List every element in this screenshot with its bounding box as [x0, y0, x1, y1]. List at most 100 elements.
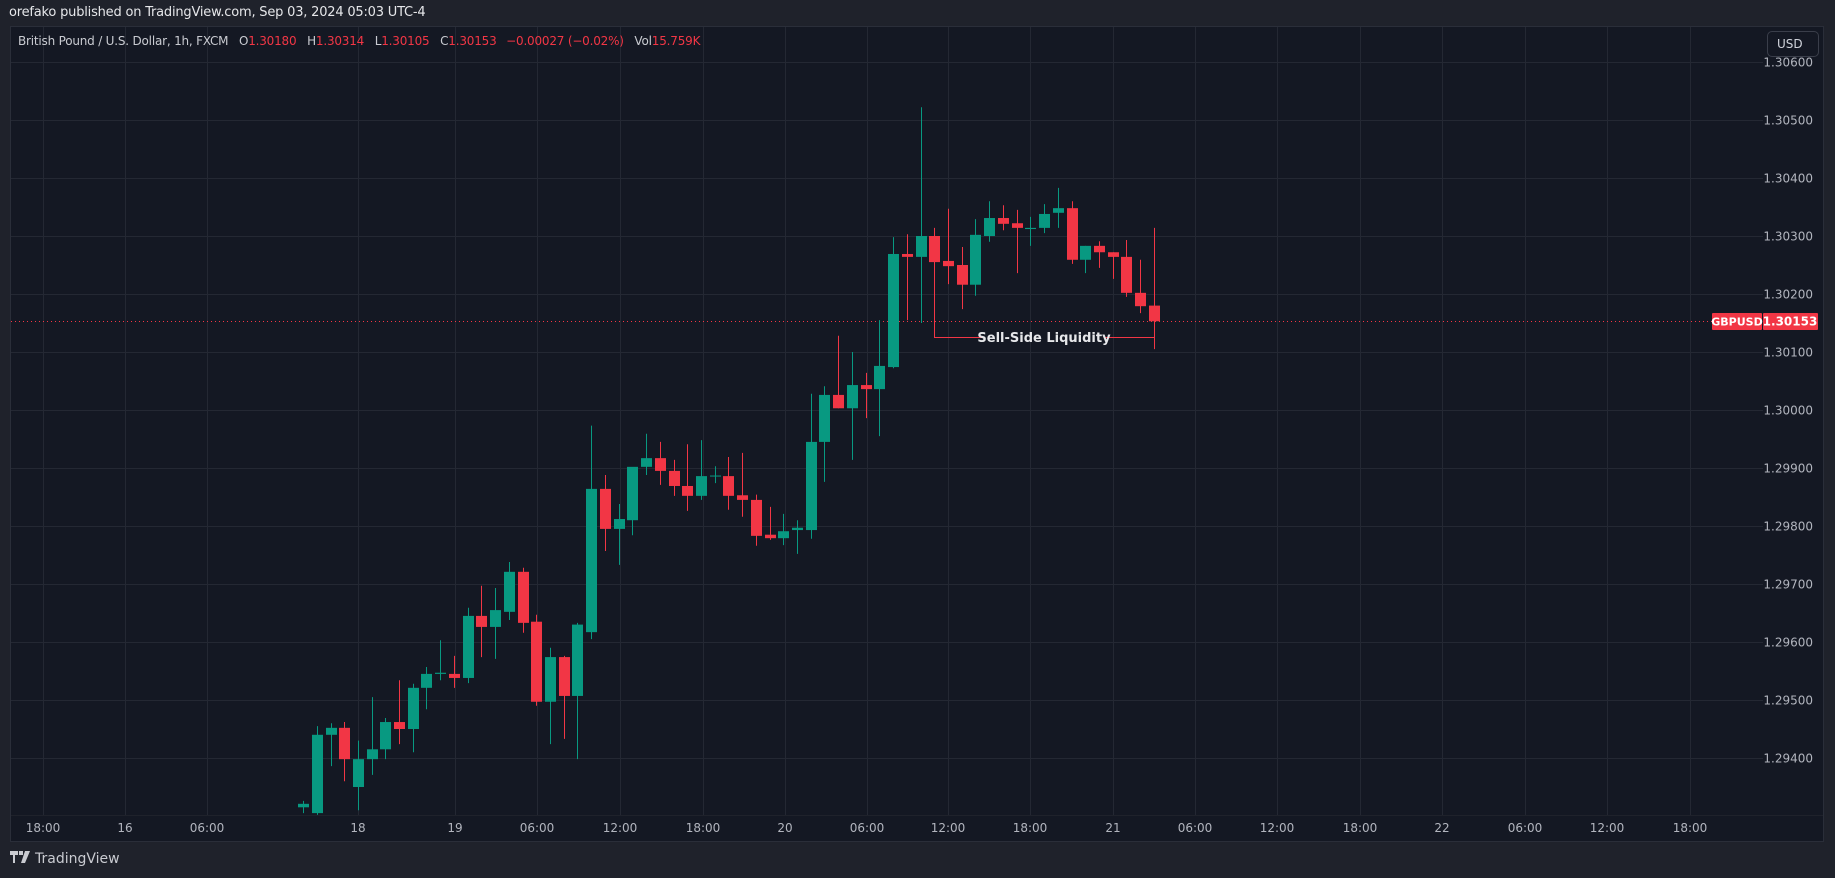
candle-bullish[interactable]: [312, 734, 323, 814]
candle-bearish[interactable]: [737, 495, 748, 500]
candle-bearish[interactable]: [751, 499, 762, 536]
low-label: L: [374, 34, 382, 48]
candle-bullish[interactable]: [627, 466, 638, 521]
candle-bearish[interactable]: [339, 727, 350, 760]
candle-bearish[interactable]: [531, 621, 542, 702]
candle-bearish[interactable]: [518, 571, 529, 623]
candle-bearish[interactable]: [449, 673, 460, 678]
price-axis-label: 1.30300: [1763, 230, 1813, 244]
candle-bearish[interactable]: [1094, 245, 1105, 253]
chart-frame[interactable]: [10, 26, 1824, 842]
candle-bearish[interactable]: [957, 265, 968, 285]
candle-bullish[interactable]: [847, 385, 858, 409]
symbol-description: British Pound / U.S. Dollar, 1h, FXCM: [18, 34, 229, 48]
candle-bearish[interactable]: [600, 488, 611, 529]
candle-bullish[interactable]: [792, 527, 803, 531]
publish-caption: orefako published on TradingView.com, Se…: [9, 5, 426, 20]
candle-bullish[interactable]: [984, 218, 995, 236]
time-axis-label: 18:00: [1343, 821, 1378, 835]
low-value: 1.30105: [381, 34, 430, 48]
time-axis-label: 19: [447, 821, 462, 835]
candle-bullish[interactable]: [421, 673, 432, 688]
candle-bearish[interactable]: [943, 260, 954, 267]
candle-bearish[interactable]: [1012, 223, 1023, 228]
volume-label: Vol: [634, 34, 652, 48]
candle-bearish[interactable]: [655, 458, 666, 471]
candle-bullish[interactable]: [1080, 245, 1091, 260]
candle-bullish[interactable]: [1039, 213, 1050, 228]
time-axis-label: 18: [350, 821, 365, 835]
candle-bullish[interactable]: [874, 365, 885, 390]
time-axis-label: 18:00: [1013, 821, 1048, 835]
candle-bearish[interactable]: [765, 534, 776, 539]
last-price-tag-label: 1.30153: [1763, 315, 1818, 329]
liquidity-label[interactable]: Sell-Side Liquidity: [977, 331, 1111, 346]
time-axis-label: 16: [117, 821, 132, 835]
candle-bearish[interactable]: [476, 615, 487, 627]
candle-bearish[interactable]: [929, 236, 940, 263]
candle-bearish[interactable]: [1108, 252, 1119, 257]
candle-bullish[interactable]: [710, 475, 721, 477]
candle-bullish[interactable]: [888, 253, 899, 368]
candle-bullish[interactable]: [641, 458, 652, 467]
candle-bearish[interactable]: [559, 657, 570, 696]
candle-bullish[interactable]: [586, 488, 597, 633]
currency-button[interactable]: USD: [1767, 31, 1819, 57]
time-axis-label: 06:00: [1508, 821, 1543, 835]
price-axis-label: 1.29500: [1763, 694, 1813, 708]
candle-bullish[interactable]: [326, 727, 337, 735]
candle-bullish[interactable]: [1025, 227, 1036, 230]
ohlc-legend: British Pound / U.S. Dollar, 1h, FXCM O 1…: [18, 34, 700, 48]
candle-bearish[interactable]: [902, 253, 913, 257]
candle-bullish[interactable]: [806, 441, 817, 531]
candle-bullish[interactable]: [353, 759, 364, 787]
candle-bullish[interactable]: [819, 394, 830, 442]
candle-bearish[interactable]: [1149, 305, 1160, 322]
candle-bullish[interactable]: [778, 531, 789, 539]
candle-bullish[interactable]: [1053, 208, 1064, 213]
candle-bearish[interactable]: [833, 394, 844, 409]
price-axis-label: 1.30500: [1763, 114, 1813, 128]
candle-bullish[interactable]: [572, 624, 583, 696]
candle-bullish[interactable]: [490, 610, 501, 627]
candle-bullish[interactable]: [380, 722, 391, 750]
candle-bullish[interactable]: [916, 236, 927, 257]
liquidity-line-left[interactable]: [934, 262, 984, 338]
candle-bullish[interactable]: [408, 687, 419, 729]
candle-bearish[interactable]: [861, 385, 872, 390]
candle-bearish[interactable]: [998, 218, 1009, 224]
candle-bullish[interactable]: [367, 749, 378, 760]
candle-bearish[interactable]: [669, 470, 680, 486]
candle-bullish[interactable]: [545, 657, 556, 702]
candle-bullish[interactable]: [970, 234, 981, 285]
time-axis-label: 06:00: [520, 821, 555, 835]
tradingview-logo[interactable]: TradingView: [10, 851, 120, 867]
price-axis-label: 1.30600: [1763, 56, 1813, 70]
candle-bullish[interactable]: [463, 615, 474, 678]
time-axis-label: 22: [1434, 821, 1449, 835]
candle-bearish[interactable]: [1135, 292, 1146, 307]
time-axis-label: 12:00: [1590, 821, 1625, 835]
candle-bearish[interactable]: [1067, 208, 1078, 260]
liquidity-line-right[interactable]: [1105, 322, 1155, 338]
candle-bullish[interactable]: [435, 672, 446, 674]
candle-bearish[interactable]: [394, 722, 405, 729]
price-axis-label: 1.30100: [1763, 346, 1813, 360]
price-axis-label: 1.29800: [1763, 520, 1813, 534]
candle-bearish[interactable]: [1121, 256, 1132, 293]
close-label: C: [440, 34, 449, 48]
candle-bearish[interactable]: [682, 485, 693, 496]
candle-bullish[interactable]: [504, 571, 515, 612]
high-value: 1.30314: [315, 34, 365, 48]
time-axis-label: 12:00: [1260, 821, 1295, 835]
candle-bearish[interactable]: [723, 476, 734, 496]
time-axis-label: 12:00: [603, 821, 638, 835]
price-axis-label: 1.29600: [1763, 636, 1813, 650]
candle-bullish[interactable]: [696, 476, 707, 496]
time-axis-label: 18:00: [1673, 821, 1708, 835]
candle-bullish[interactable]: [298, 803, 309, 808]
time-axis-label: 21: [1105, 821, 1120, 835]
open-label: O: [238, 34, 249, 48]
candle-bullish[interactable]: [614, 519, 625, 529]
